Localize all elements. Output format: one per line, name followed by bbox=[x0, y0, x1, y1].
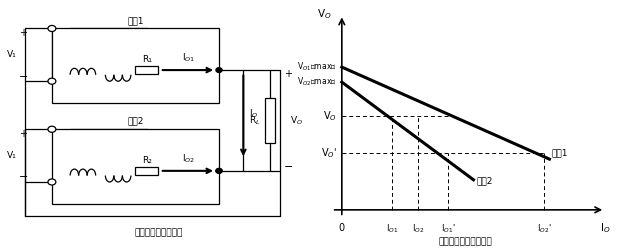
Bar bbox=[265, 98, 275, 143]
Circle shape bbox=[48, 126, 56, 132]
Text: V$_{O2}$（max）: V$_{O2}$（max） bbox=[298, 76, 337, 88]
Text: 0: 0 bbox=[339, 223, 345, 233]
Text: I$_{O2}$: I$_{O2}$ bbox=[411, 223, 424, 236]
Circle shape bbox=[48, 179, 56, 185]
Text: I$_{O2}$: I$_{O2}$ bbox=[182, 152, 195, 165]
Text: I$_O$: I$_O$ bbox=[600, 221, 610, 235]
Text: +: + bbox=[284, 69, 292, 79]
Bar bbox=[135, 167, 158, 175]
Circle shape bbox=[216, 68, 222, 72]
Text: 模块1: 模块1 bbox=[552, 148, 568, 157]
Text: −: − bbox=[18, 72, 28, 81]
Circle shape bbox=[48, 78, 56, 84]
Text: +: + bbox=[19, 28, 27, 38]
Text: R₁: R₁ bbox=[142, 55, 152, 64]
Text: V₁: V₁ bbox=[7, 151, 17, 160]
Circle shape bbox=[216, 169, 222, 173]
Text: 并联电源模块负载特性: 并联电源模块负载特性 bbox=[439, 237, 492, 246]
Text: R₂: R₂ bbox=[142, 156, 152, 165]
Text: V$_{O1}$（max）: V$_{O1}$（max） bbox=[298, 61, 337, 73]
Text: 模块2: 模块2 bbox=[127, 117, 144, 126]
Text: −: − bbox=[18, 172, 28, 182]
Text: V$_O$: V$_O$ bbox=[323, 109, 337, 123]
Text: −: − bbox=[284, 162, 294, 172]
Text: I$_{O1}$': I$_{O1}$' bbox=[441, 223, 456, 236]
Text: 模块2: 模块2 bbox=[476, 176, 492, 185]
Text: I$_O$: I$_O$ bbox=[249, 107, 259, 120]
Circle shape bbox=[48, 25, 56, 32]
Text: 并联电源模块示意图: 并联电源模块示意图 bbox=[134, 228, 182, 237]
Text: V$_O$': V$_O$' bbox=[321, 147, 337, 160]
Bar bbox=[52, 129, 219, 204]
Bar bbox=[52, 28, 219, 104]
Text: I$_{O1}$: I$_{O1}$ bbox=[182, 52, 195, 64]
Text: V₁: V₁ bbox=[7, 50, 17, 59]
Text: 模块1: 模块1 bbox=[127, 16, 144, 25]
Text: I$_{O2}$': I$_{O2}$' bbox=[537, 223, 552, 236]
Text: V$_O$: V$_O$ bbox=[291, 114, 303, 127]
Text: I$_{O1}$: I$_{O1}$ bbox=[386, 223, 399, 236]
Text: R$_L$: R$_L$ bbox=[249, 114, 260, 127]
Circle shape bbox=[216, 169, 222, 173]
Text: V$_O$: V$_O$ bbox=[317, 8, 332, 21]
Text: +: + bbox=[19, 129, 27, 139]
Bar bbox=[135, 66, 158, 74]
